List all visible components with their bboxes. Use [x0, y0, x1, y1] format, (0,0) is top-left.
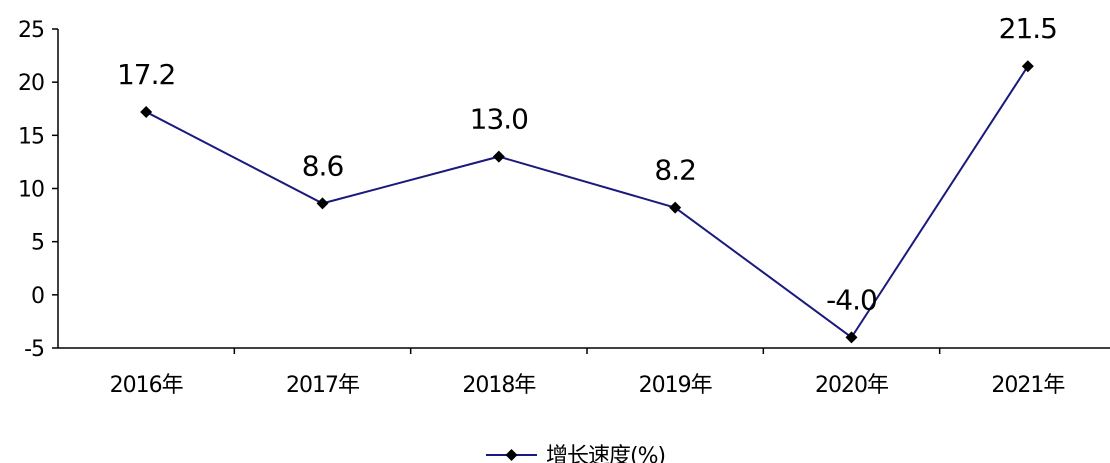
series-line — [145, 65, 1029, 339]
data-point-diamond — [140, 105, 153, 118]
data-labels: 17.2 8.6 13.0 8.2 -4.0 21.5 — [117, 12, 1058, 316]
data-point-diamond — [492, 150, 505, 163]
data-label: 8.2 — [654, 154, 696, 187]
data-label: -4.0 — [826, 283, 877, 316]
data-label: 21.5 — [999, 12, 1057, 45]
x-ticks: 2016年 2017年 2018年 2019年 2020年 2021年 — [110, 348, 1065, 398]
data-point-diamond — [845, 331, 858, 344]
y-tick-label: 20 — [18, 71, 44, 96]
legend-diamond-marker — [505, 449, 518, 461]
x-tick-label: 2016年 — [110, 373, 183, 398]
x-tick-label: 2018年 — [462, 373, 535, 398]
data-label: 17.2 — [117, 58, 175, 91]
data-label: 8.6 — [302, 149, 344, 182]
y-tick-label: 15 — [18, 124, 44, 149]
y-tick-label: 25 — [18, 18, 44, 43]
legend-label: 增长速度(%) — [546, 444, 665, 463]
legend: 增长速度(%) — [486, 444, 666, 463]
y-tick-label: 0 — [31, 284, 44, 309]
x-tick-label: 2017年 — [286, 373, 359, 398]
y-tick-label: 10 — [18, 178, 44, 203]
series-growth-rate — [140, 60, 1034, 344]
y-tick-label: 5 — [31, 231, 44, 256]
data-label: 13.0 — [470, 103, 528, 136]
y-tick-label: -5 — [24, 337, 44, 362]
data-point-diamond — [669, 201, 682, 214]
data-point-diamond — [316, 197, 329, 210]
x-tick-label: 2020年 — [815, 373, 888, 398]
x-tick-label: 2019年 — [639, 373, 712, 398]
x-tick-label: 2021年 — [991, 373, 1064, 398]
y-ticks: 25 20 15 10 5 0 -5 — [18, 18, 58, 362]
data-point-diamond — [1021, 60, 1034, 73]
